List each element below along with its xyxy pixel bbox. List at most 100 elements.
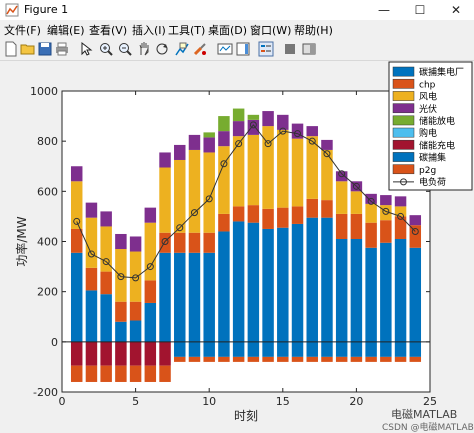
menu-bar: 文件(F) 编辑(E) 查看(V) 插入(I) 工具(T) 桌面(D) 窗口(W… <box>0 20 474 38</box>
legend-label-load: 电负荷 <box>419 176 446 188</box>
bar-1-t10 <box>203 252 215 342</box>
bar-4-t14 <box>262 111 274 127</box>
zoom-in-icon[interactable] <box>98 41 114 57</box>
legend-label-5: 储能放电 <box>419 115 455 127</box>
load-marker-t10 <box>205 195 213 203</box>
neg-bar-2-t9 <box>188 341 201 357</box>
menu-view[interactable]: 查看(V) <box>89 24 128 37</box>
bar-2-t22 <box>380 220 392 243</box>
neg-bar-2-t16 <box>291 341 304 357</box>
neg-bar-3-t13 <box>247 356 260 362</box>
bar-3-t7 <box>159 167 171 233</box>
bar-1-t23 <box>394 238 407 342</box>
neg-bar-1-t1 <box>70 341 83 366</box>
link-plot-icon[interactable] <box>217 41 233 57</box>
bar-1-t8 <box>174 252 186 342</box>
toolbar <box>0 38 474 61</box>
bar-1-t6 <box>144 302 157 342</box>
bar-3-t4 <box>115 249 127 302</box>
new-file-icon[interactable] <box>3 41 19 57</box>
rotate-icon[interactable] <box>154 41 170 57</box>
neg-bar-1-t2 <box>85 341 98 366</box>
bar-4-t15 <box>277 114 289 130</box>
bar-1-t9 <box>188 252 201 342</box>
bar-1-t20 <box>350 238 363 342</box>
menu-desktop[interactable]: 桌面(D) <box>208 24 248 37</box>
menu-tools[interactable]: 工具(T) <box>168 24 206 37</box>
load-marker-t9 <box>190 209 198 217</box>
data-cursor-icon[interactable] <box>174 41 190 57</box>
bar-5-t10 <box>203 132 215 138</box>
neg-bar-2-t14 <box>262 341 274 357</box>
zoom-out-icon[interactable] <box>117 41 133 57</box>
menu-edit[interactable]: 编辑(E) <box>47 24 85 37</box>
neg-bar-3-t1 <box>70 365 83 382</box>
bar-1-t19 <box>335 238 348 342</box>
hide-plot-tools-icon[interactable] <box>282 41 298 57</box>
brush-icon[interactable] <box>192 41 208 57</box>
bar-1-t14 <box>262 228 274 342</box>
pan-icon[interactable] <box>136 41 152 57</box>
neg-bar-1-t4 <box>115 341 127 366</box>
neg-bar-2-t20 <box>350 341 363 357</box>
bar-3-t10 <box>203 152 215 233</box>
open-folder-icon[interactable] <box>20 41 36 57</box>
bar-1-t3 <box>100 294 112 342</box>
load-marker-t21 <box>367 197 375 205</box>
menu-file[interactable]: 文件(F) <box>4 24 41 37</box>
bar-3-t11 <box>218 146 230 214</box>
neg-bar-2-t15 <box>277 341 289 357</box>
bar-3-t16 <box>291 138 304 207</box>
menu-help[interactable]: 帮助(H) <box>294 24 333 37</box>
legend-swatch-7 <box>392 139 415 150</box>
pointer-icon[interactable] <box>78 41 94 57</box>
bar-2-t16 <box>291 206 304 224</box>
bar-2-t18 <box>321 200 333 218</box>
legend-swatch-2 <box>392 78 415 89</box>
matlab-figure-icon <box>5 3 19 17</box>
menu-window[interactable]: 窗口(W) <box>250 24 292 37</box>
y-tick-label-200: 200 <box>37 286 58 299</box>
neg-bar-3-t4 <box>115 365 127 382</box>
x-tick-label-0: 0 <box>59 395 66 408</box>
load-marker-t12 <box>235 140 243 148</box>
print-icon[interactable] <box>54 41 70 57</box>
legend-label-8: 碳捕集 <box>419 152 446 164</box>
window-title: Figure 1 <box>24 3 69 16</box>
show-plot-tools-icon[interactable] <box>301 41 317 57</box>
menu-insert[interactable]: 插入(I) <box>132 24 166 37</box>
bar-4-t17 <box>306 126 318 137</box>
legend-icon[interactable] <box>258 41 274 57</box>
bar-2-t23 <box>394 216 407 239</box>
bar-2-t8 <box>174 232 186 253</box>
bar-2-t9 <box>188 232 201 253</box>
bar-1-t1 <box>70 252 83 342</box>
minimize-button[interactable]: — <box>378 3 390 17</box>
bar-2-t3 <box>100 271 112 295</box>
title-bar: Figure 1 — ☐ ✕ <box>0 0 474 20</box>
bar-2-t24 <box>409 225 422 248</box>
legend-swatch-1 <box>392 66 415 77</box>
bar-1-t12 <box>232 221 245 342</box>
bar-5-t12 <box>232 108 245 122</box>
bar-1-t13 <box>247 222 260 342</box>
legend-line-marker <box>400 178 407 186</box>
neg-bar-1-t6 <box>144 341 157 366</box>
bar-2-t17 <box>306 198 318 218</box>
stacked-bar-chart[interactable]: 0 5 10 15 20 25-20002004006008001000时刻功率/MW碳捕… <box>0 61 474 433</box>
bar-3-t21 <box>365 203 377 223</box>
neg-bar-2-t21 <box>365 341 377 357</box>
close-button[interactable]: ✕ <box>450 3 462 17</box>
colorbar-icon[interactable] <box>235 41 251 57</box>
maximize-button[interactable]: ☐ <box>414 3 426 17</box>
load-marker-t11 <box>220 160 228 168</box>
save-icon[interactable] <box>37 41 53 57</box>
load-marker-t1 <box>73 217 81 225</box>
x-tick-label-10: 10 <box>202 395 216 408</box>
load-marker-t17 <box>308 137 316 145</box>
load-marker-t13 <box>249 121 257 129</box>
bar-2-t6 <box>144 280 157 303</box>
watermark-text: 电磁MATLAB <box>391 408 458 421</box>
bar-2-t1 <box>70 228 83 253</box>
bar-2-t5 <box>129 301 142 321</box>
